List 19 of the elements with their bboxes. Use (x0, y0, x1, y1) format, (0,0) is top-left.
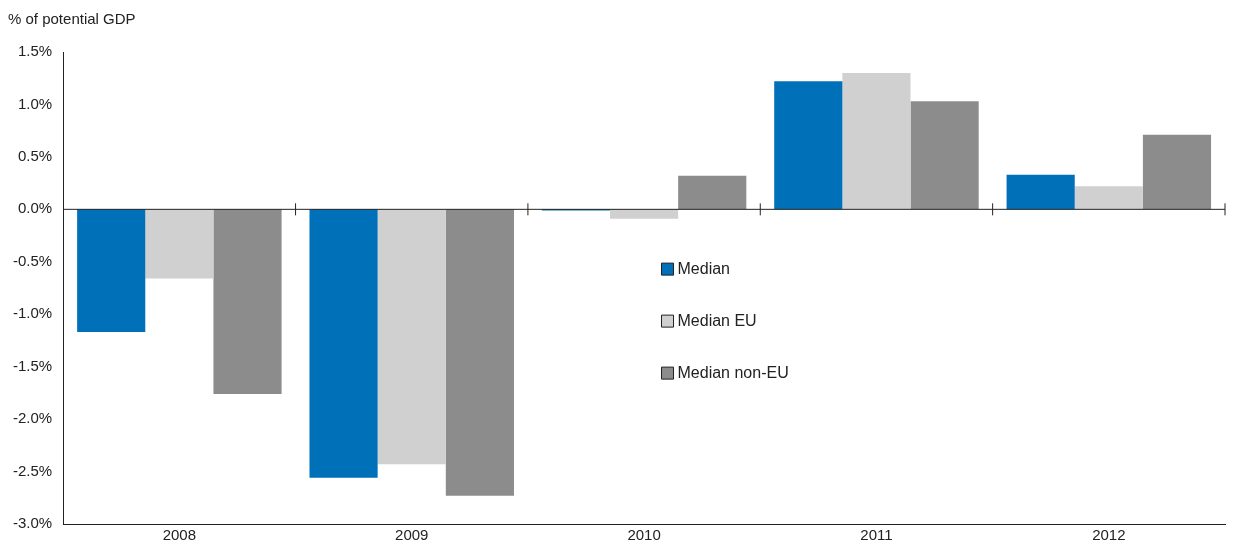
y-tick-label: 0.5% (17, 147, 53, 165)
y-axis-title: % of potential GDP (8, 10, 136, 27)
y-tick-label: -0.5% (13, 251, 53, 269)
x-tick-label: 2009 (395, 526, 429, 544)
legend-label: Median non-EU (677, 363, 789, 381)
x-tick-label: 2008 (162, 526, 197, 544)
y-tick-label: -1.0% (13, 304, 53, 322)
y-tick-label: -3.0% (13, 514, 53, 532)
y-tick-label: -1.5% (13, 356, 53, 374)
x-tick-label: 2012 (1092, 526, 1126, 544)
y-tick-label: 1.5% (17, 42, 53, 60)
y-tick-label: 1.0% (17, 94, 53, 112)
legend-label: Median (677, 259, 730, 277)
y-tick-label: 0.0% (17, 199, 53, 217)
y-tick-label: -2.5% (13, 461, 53, 479)
y-tick-label: -2.0% (13, 409, 53, 427)
legend-label: Median EU (677, 311, 757, 329)
x-tick-label: 2011 (860, 526, 893, 544)
x-tick-label: 2010 (627, 526, 661, 544)
